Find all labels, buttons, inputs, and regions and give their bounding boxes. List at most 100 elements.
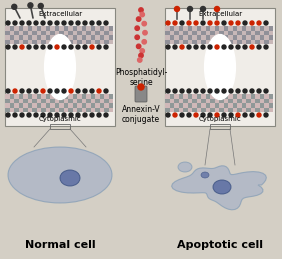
Bar <box>63 31 68 35</box>
Bar <box>63 98 68 103</box>
Bar <box>179 31 183 35</box>
Bar <box>104 107 109 112</box>
Circle shape <box>257 89 261 93</box>
Bar <box>250 26 255 31</box>
Ellipse shape <box>178 162 192 172</box>
Bar <box>54 26 59 31</box>
Bar <box>28 107 32 112</box>
Bar <box>268 40 273 44</box>
Bar <box>5 98 10 103</box>
Bar <box>104 35 109 40</box>
Bar <box>77 98 81 103</box>
Bar <box>264 26 268 31</box>
Bar <box>36 94 41 98</box>
Bar <box>28 40 32 44</box>
Ellipse shape <box>8 147 112 203</box>
Circle shape <box>194 89 198 93</box>
Bar <box>192 31 197 35</box>
Bar <box>23 103 28 107</box>
Bar <box>86 107 91 112</box>
Circle shape <box>143 31 147 35</box>
Bar <box>169 26 174 31</box>
Bar <box>109 98 113 103</box>
Bar <box>210 103 215 107</box>
Bar <box>81 35 86 40</box>
Circle shape <box>215 89 219 93</box>
Bar <box>68 40 72 44</box>
Bar <box>23 94 28 98</box>
Circle shape <box>41 113 45 117</box>
Bar <box>5 103 10 107</box>
Bar <box>183 94 188 98</box>
Bar <box>228 98 232 103</box>
Bar <box>91 107 95 112</box>
Bar <box>100 26 104 31</box>
Bar <box>246 94 250 98</box>
Bar <box>100 35 104 40</box>
Bar <box>23 35 28 40</box>
Bar <box>59 35 63 40</box>
Bar <box>197 98 201 103</box>
Circle shape <box>97 89 101 93</box>
Bar <box>224 40 228 44</box>
Bar <box>59 98 63 103</box>
Bar <box>264 107 268 112</box>
FancyBboxPatch shape <box>135 86 147 102</box>
Bar <box>201 35 206 40</box>
Bar <box>255 107 259 112</box>
Circle shape <box>215 45 219 49</box>
Bar <box>86 94 91 98</box>
Bar <box>77 31 81 35</box>
Bar <box>250 40 255 44</box>
Bar <box>28 26 32 31</box>
Bar <box>41 40 45 44</box>
Bar <box>77 94 81 98</box>
Circle shape <box>208 89 212 93</box>
Bar <box>215 31 219 35</box>
Bar <box>255 98 259 103</box>
Bar <box>86 103 91 107</box>
Circle shape <box>215 6 219 11</box>
Circle shape <box>135 26 139 30</box>
Bar <box>36 26 41 31</box>
Bar <box>246 31 250 35</box>
Text: Cytoplasmic: Cytoplasmic <box>39 116 81 122</box>
Bar <box>45 107 50 112</box>
Circle shape <box>27 89 31 93</box>
Bar <box>50 35 54 40</box>
Bar <box>255 94 259 98</box>
Bar <box>228 26 232 31</box>
Circle shape <box>76 45 80 49</box>
Circle shape <box>28 3 33 8</box>
Bar <box>95 103 100 107</box>
Bar <box>192 40 197 44</box>
Bar <box>95 98 100 103</box>
Bar <box>201 98 206 103</box>
Ellipse shape <box>60 170 80 186</box>
Bar <box>255 31 259 35</box>
Bar <box>77 40 81 44</box>
Bar <box>63 103 68 107</box>
Bar <box>50 26 54 31</box>
Bar <box>232 98 237 103</box>
Bar <box>81 94 86 98</box>
Bar <box>109 40 113 44</box>
Circle shape <box>20 21 24 25</box>
Circle shape <box>139 53 143 58</box>
Circle shape <box>201 21 205 25</box>
Circle shape <box>83 89 87 93</box>
Bar <box>45 40 50 44</box>
Bar <box>81 107 86 112</box>
Circle shape <box>90 113 94 117</box>
Bar <box>259 40 264 44</box>
Bar <box>237 40 241 44</box>
Bar <box>165 26 169 31</box>
Bar <box>54 107 59 112</box>
Bar <box>174 103 179 107</box>
Circle shape <box>194 113 198 117</box>
Bar <box>59 26 63 31</box>
Bar <box>215 98 219 103</box>
Bar <box>206 40 210 44</box>
Circle shape <box>34 113 38 117</box>
Bar <box>45 98 50 103</box>
